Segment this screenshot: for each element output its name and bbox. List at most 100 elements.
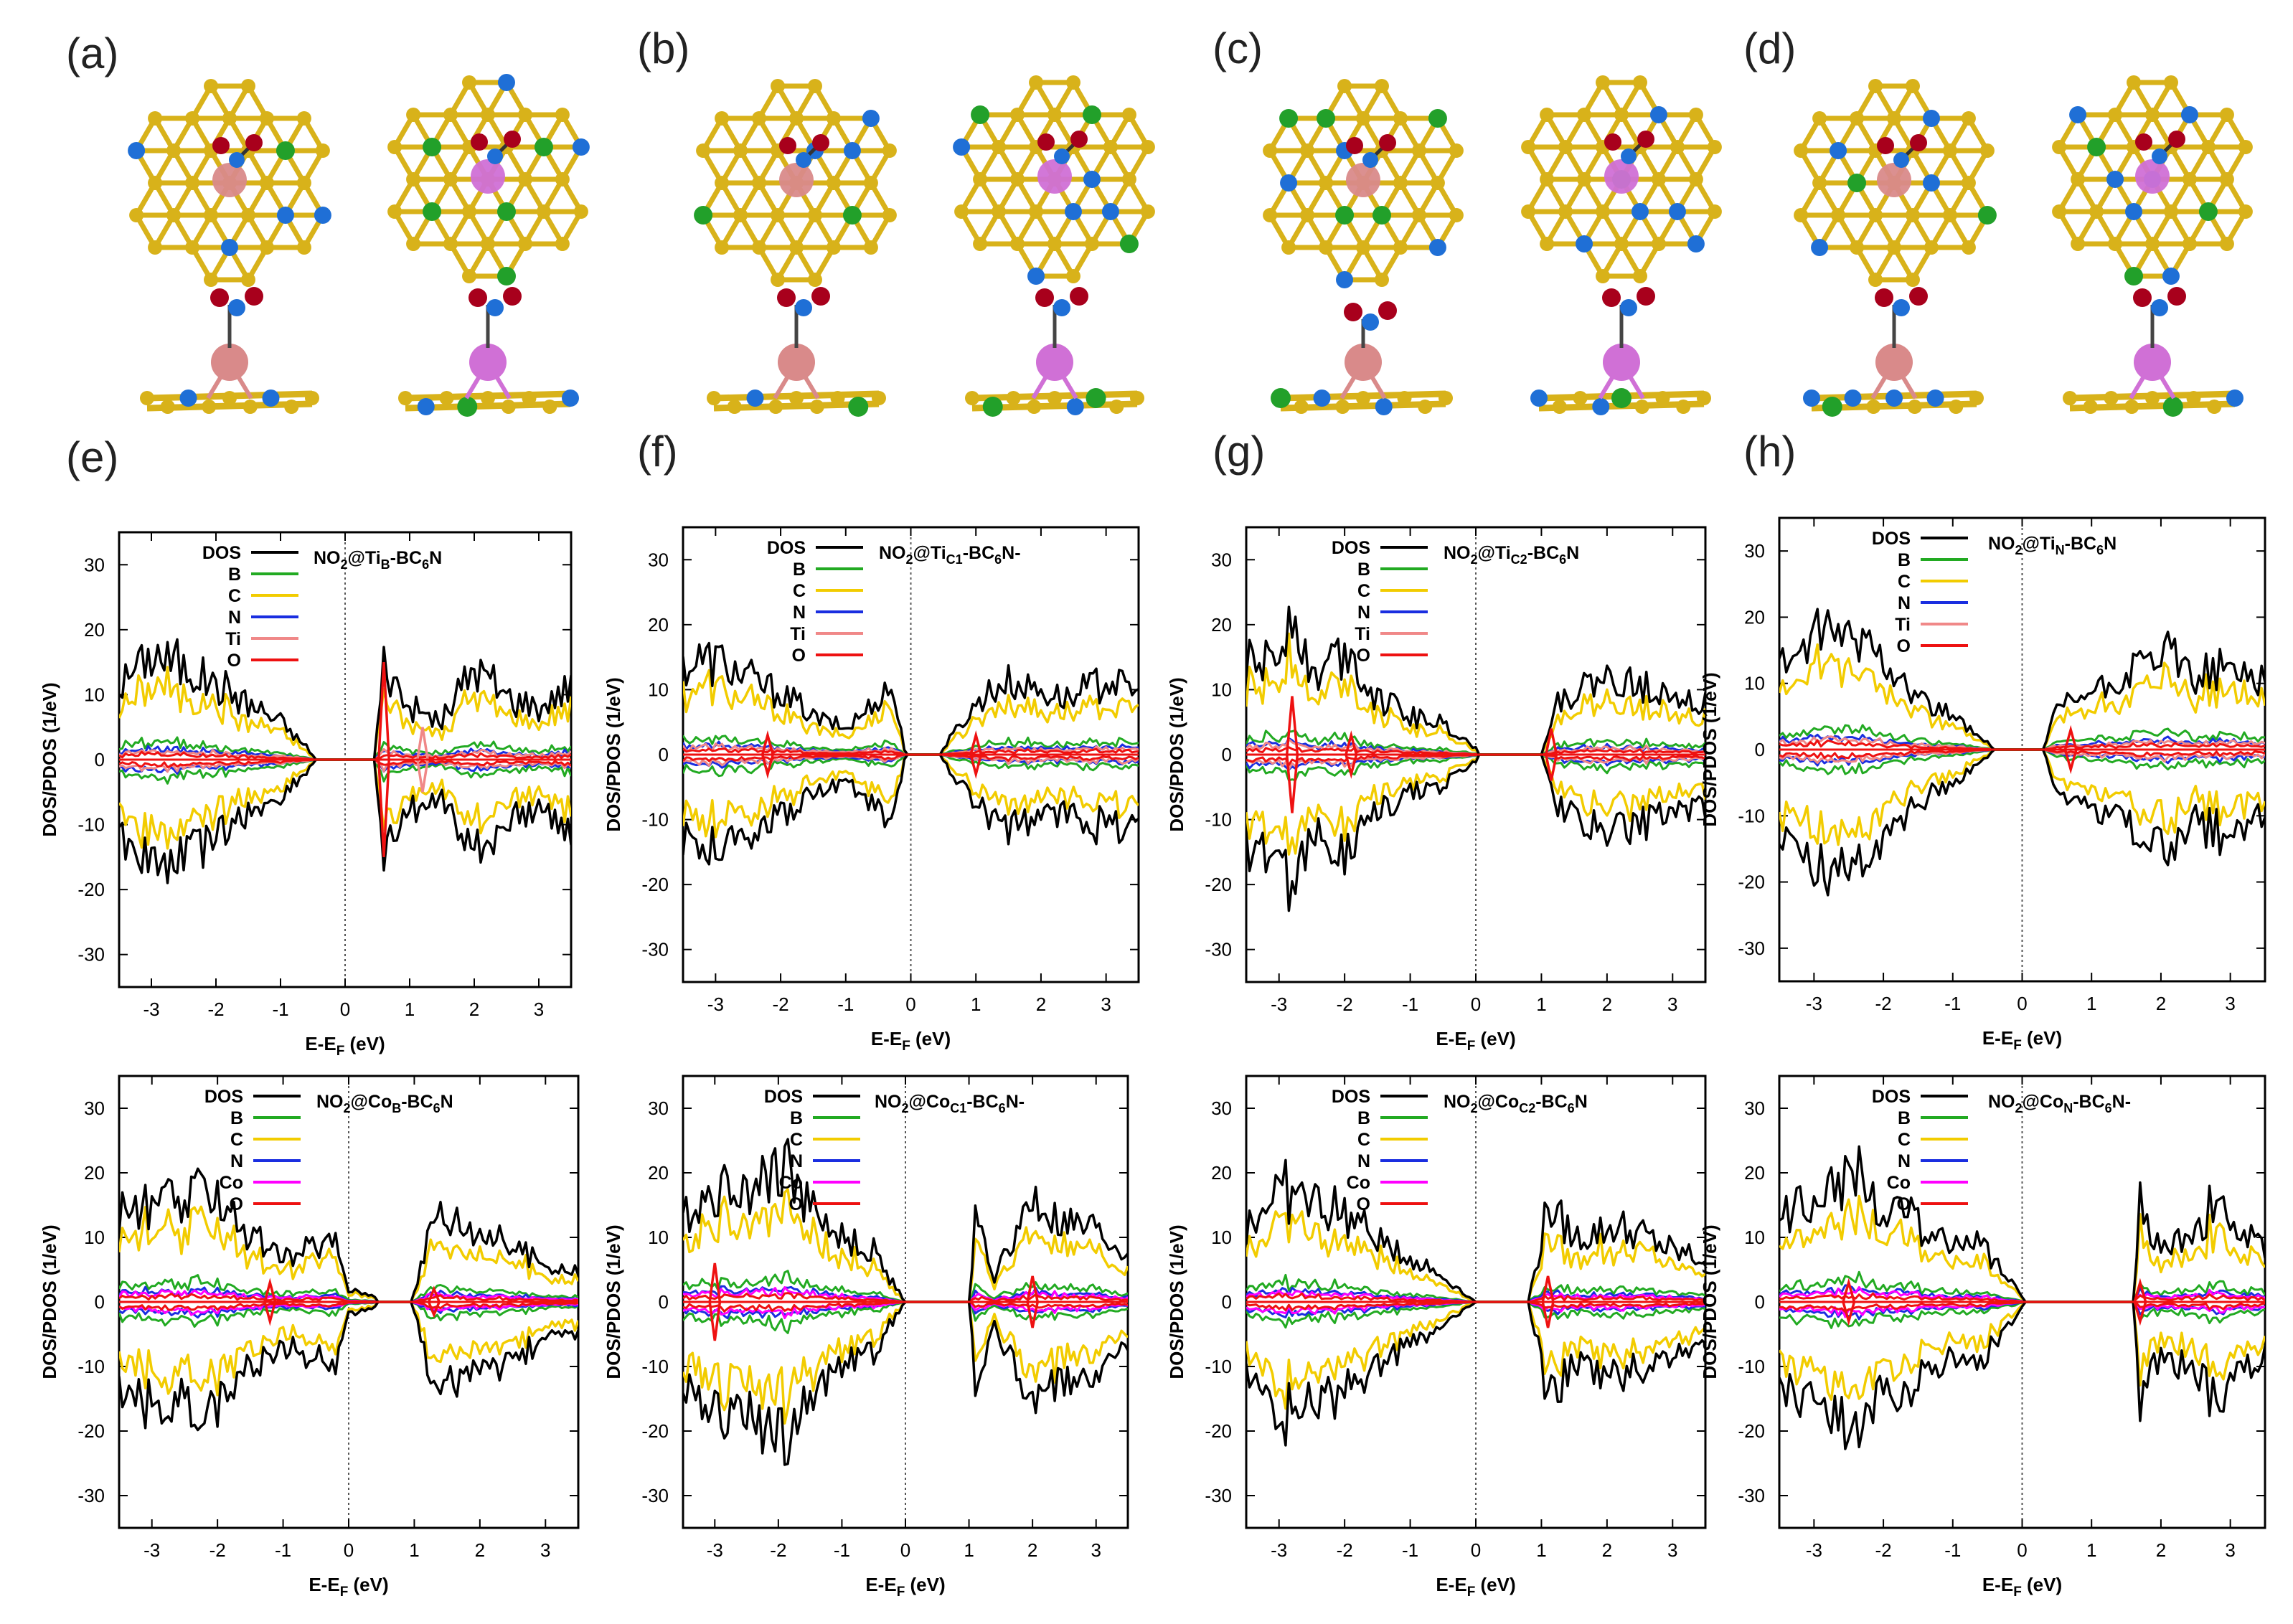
atom	[1552, 400, 1567, 414]
y-tick-label: 20	[1744, 606, 1765, 628]
atom	[2069, 106, 2087, 123]
x-tick-label: -3	[1806, 1539, 1822, 1561]
atom	[1794, 208, 1809, 222]
y-tick-label: -20	[1205, 1420, 1232, 1442]
side-view	[1271, 301, 1453, 415]
atom	[2104, 391, 2119, 405]
panel-label: (b)	[637, 24, 689, 72]
atom	[1885, 390, 1903, 407]
plot-area	[1246, 605, 1705, 912]
atom	[555, 172, 570, 187]
oxygen-atom	[245, 287, 263, 306]
atom	[830, 391, 845, 405]
panel-label: (d)	[1743, 24, 1796, 72]
chart-title: NO2@CoC1-BC6N-	[875, 1092, 1025, 1115]
metal-atom	[1877, 163, 1911, 197]
atom	[2162, 268, 2180, 285]
atom	[496, 202, 516, 221]
atom	[1803, 390, 1820, 407]
y-tick-label: 20	[1211, 1162, 1232, 1184]
side-view	[965, 287, 1144, 417]
atom	[204, 79, 219, 93]
atom	[1337, 79, 1352, 93]
atom	[1374, 79, 1389, 93]
atom	[129, 208, 144, 222]
structure-panel-d	[1794, 75, 2253, 417]
y-tick-label: 30	[1744, 1097, 1765, 1119]
chart-title: NO2@TiB-BC6N	[314, 548, 442, 572]
x-tick-label: 3	[2225, 993, 2235, 1014]
nitrogen-atom	[1054, 148, 1070, 164]
y-tick-label: -20	[641, 874, 669, 895]
atom	[406, 237, 421, 251]
atom	[953, 138, 971, 156]
oxygen-atom	[1070, 131, 1088, 148]
x-axis-label: E-EF (eV)	[1982, 1027, 2062, 1053]
atom	[1372, 206, 1391, 225]
atom	[457, 397, 478, 417]
legend-label: B	[1898, 550, 1911, 570]
atom	[204, 208, 219, 222]
atom	[296, 111, 311, 126]
atom	[562, 390, 579, 407]
atom	[2108, 108, 2123, 122]
atom	[715, 240, 730, 255]
legend-label: O	[1357, 646, 1370, 666]
oxygen-atom	[1637, 131, 1654, 148]
atom	[1924, 240, 1939, 255]
atom	[872, 391, 886, 405]
x-tick-label: -1	[1944, 1539, 1961, 1561]
y-tick-label: 30	[648, 1097, 669, 1119]
atom	[1811, 239, 1829, 256]
atom	[1313, 390, 1331, 407]
atom	[1969, 391, 1984, 405]
y-tick-label: 30	[1744, 540, 1765, 562]
atom	[1317, 109, 1336, 128]
x-axis-label: E-EF (eV)	[1436, 1574, 1515, 1600]
atom	[973, 237, 988, 251]
atom	[1356, 240, 1370, 255]
atom	[1655, 391, 1670, 405]
y-tick-label: 10	[1211, 1227, 1232, 1248]
y-axis-label: DOS/PDOS (1/eV)	[1699, 672, 1720, 826]
atom	[1688, 172, 1703, 187]
atom	[1977, 206, 1997, 225]
x-tick-label: 1	[2086, 993, 2096, 1014]
atom	[1592, 398, 1610, 415]
x-tick-label: -2	[207, 999, 224, 1020]
panel-label: (c)	[1213, 24, 1263, 72]
atom	[715, 176, 730, 190]
atom	[2163, 204, 2178, 219]
atom	[1439, 391, 1453, 405]
lattice-atoms	[1521, 75, 1722, 283]
nitrogen-atom	[486, 299, 504, 316]
plot-area	[1779, 608, 2265, 897]
atom	[715, 111, 730, 126]
atom	[1868, 273, 1883, 287]
atom	[443, 108, 458, 122]
atom	[2145, 391, 2160, 405]
plot-area	[1246, 1158, 1705, 1447]
legend-label: O	[1897, 636, 1911, 656]
x-tick-label: 3	[1091, 1539, 1101, 1561]
atom	[1263, 143, 1278, 158]
atom	[727, 400, 742, 414]
atom	[746, 390, 764, 407]
y-axis-label: DOS/PDOS (1/eV)	[603, 1224, 624, 1379]
atom	[166, 143, 182, 158]
metal-atom	[1603, 344, 1640, 381]
atom	[140, 391, 154, 405]
atom	[1577, 108, 1592, 122]
x-tick-label: -2	[1875, 1539, 1892, 1561]
x-tick-label: 2	[469, 999, 479, 1020]
atom	[2145, 237, 2160, 251]
atom	[771, 79, 786, 93]
atom	[1676, 400, 1691, 414]
atom	[733, 208, 748, 222]
y-axis-label: DOS/PDOS (1/eV)	[603, 677, 624, 831]
atom	[222, 391, 237, 405]
series-N	[1779, 733, 2265, 751]
atom	[1356, 391, 1370, 405]
